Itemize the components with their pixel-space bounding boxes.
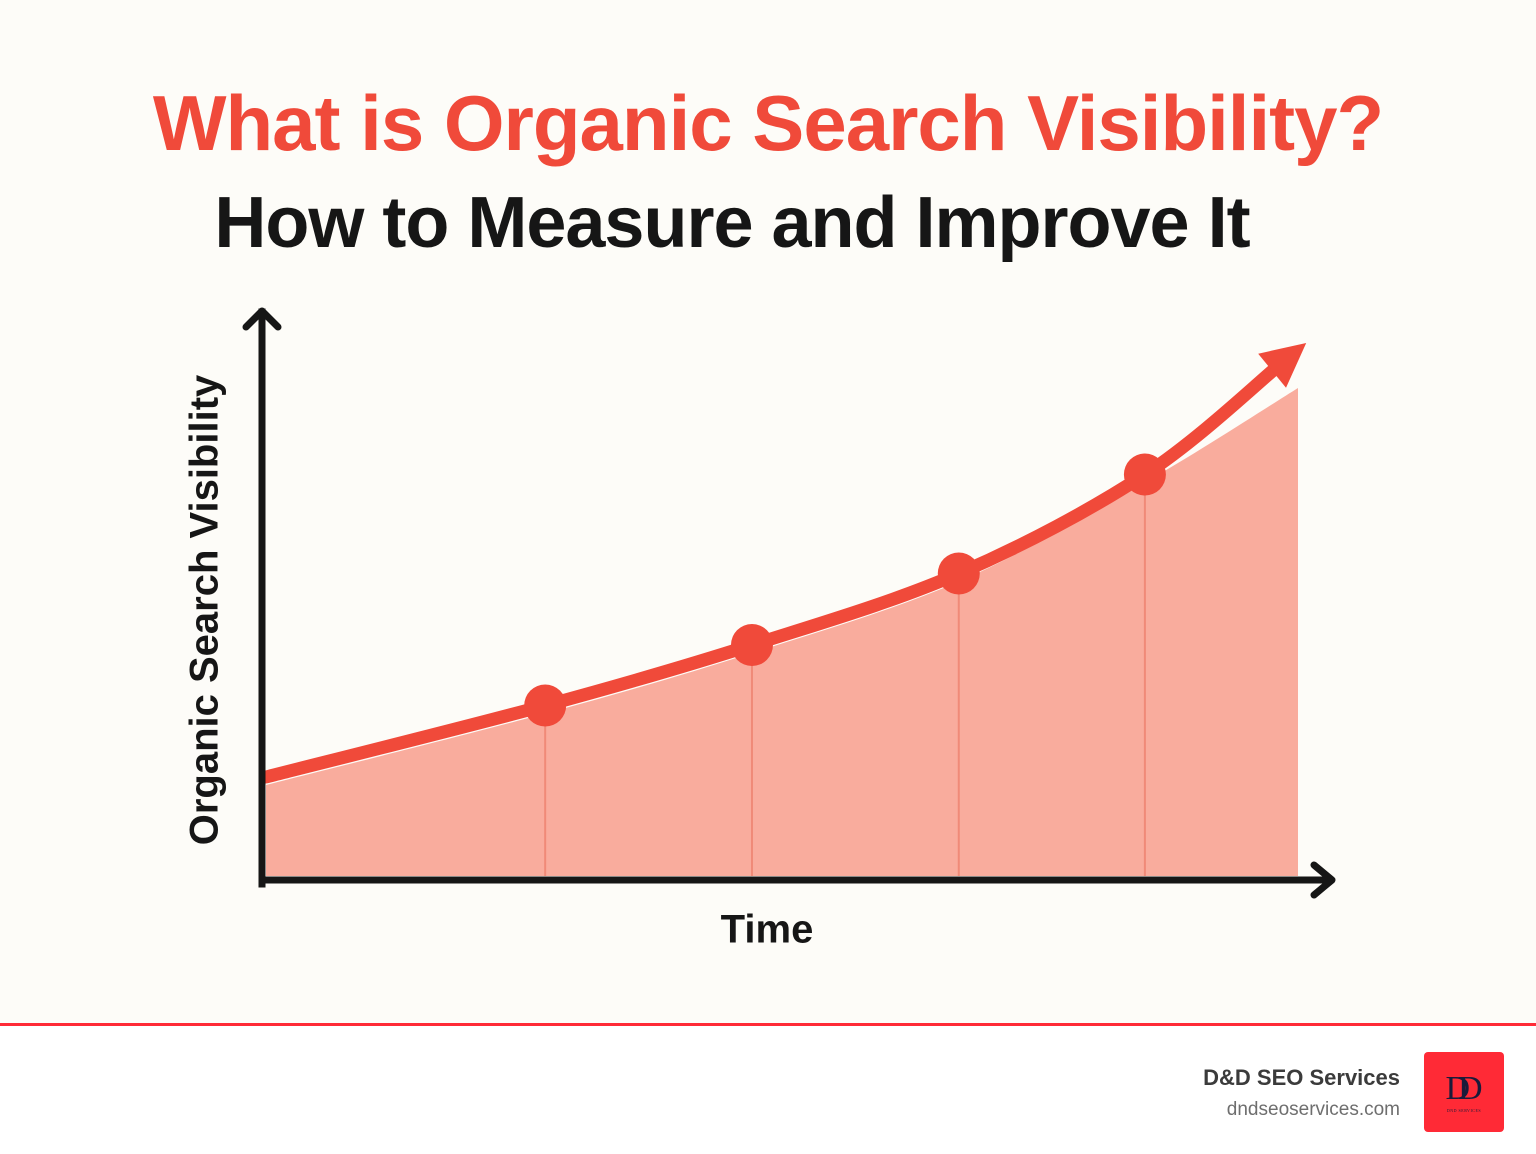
data-point-marker xyxy=(524,684,567,727)
drop-lines xyxy=(544,474,1146,876)
y-axis-arrow-icon xyxy=(242,307,282,331)
brand-logo: DD DND SERVICES xyxy=(1424,1052,1504,1132)
x-axis-label: Time xyxy=(720,907,814,952)
page-subtitle: How to Measure and Improve It xyxy=(214,183,1250,263)
data-point-marker xyxy=(730,624,773,666)
brand-name: D&D SEO Services xyxy=(1203,1065,1400,1090)
footer: D&D SEO Services dndseoservices.com DD D… xyxy=(0,1023,1536,1154)
footer-divider xyxy=(0,1023,1536,1026)
data-markers xyxy=(524,453,1166,727)
page-title: What is Organic Search Visibility? xyxy=(152,79,1384,167)
visibility-chart xyxy=(242,307,1336,899)
brand-url[interactable]: dndseoservices.com xyxy=(1226,1099,1400,1120)
x-axis-arrow-icon xyxy=(1310,861,1336,899)
data-point-marker xyxy=(937,552,980,595)
y-axis-label: Organic Search Visibility xyxy=(182,374,227,846)
logo-caption: DND SERVICES xyxy=(1446,1107,1482,1113)
data-point-marker xyxy=(1123,453,1166,496)
area-fill xyxy=(266,388,1298,876)
logo-monogram: DD xyxy=(1445,1069,1482,1107)
trend-arrow-icon xyxy=(1258,342,1307,388)
